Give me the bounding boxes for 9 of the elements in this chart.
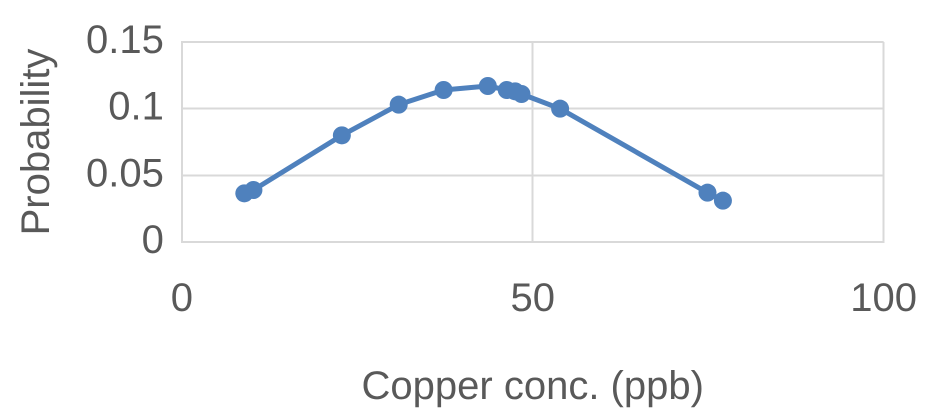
y-tick-label: 0.15 (86, 18, 164, 62)
y-axis-title: Probability (14, 48, 58, 236)
x-tick-label: 0 (170, 276, 193, 320)
x-axis-title: Copper conc. (ppb) (362, 364, 704, 408)
x-tick-label: 100 (850, 276, 918, 320)
x-tick-label: 50 (510, 276, 555, 320)
y-tick-label: 0.1 (108, 84, 164, 129)
y-tick-label: 0 (142, 218, 164, 262)
y-tick-label: 0.05 (86, 151, 164, 196)
